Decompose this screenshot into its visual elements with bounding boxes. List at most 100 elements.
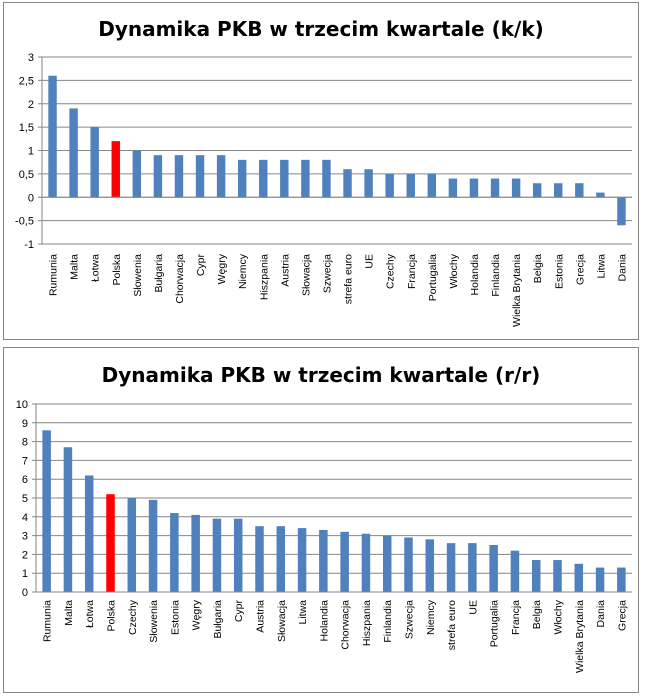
bar bbox=[319, 529, 328, 592]
bar bbox=[364, 169, 373, 198]
bar bbox=[361, 533, 371, 592]
x-tick-label: Węgry bbox=[216, 253, 228, 284]
y-tick-label: 7 bbox=[22, 455, 28, 467]
bar bbox=[617, 197, 626, 226]
bar bbox=[554, 183, 563, 198]
x-tick-label: Grecja bbox=[574, 254, 586, 285]
bar bbox=[385, 173, 394, 198]
x-tick-label: Francja bbox=[406, 254, 418, 289]
x-tick-label: Holandia bbox=[318, 600, 330, 642]
x-tick-label: Portugalia bbox=[489, 600, 501, 647]
x-tick-label: Holandia bbox=[469, 254, 481, 296]
x-tick-label: Węgry bbox=[191, 599, 203, 630]
bar bbox=[406, 173, 415, 198]
bar bbox=[468, 543, 477, 592]
x-tick-label: Słowacja bbox=[276, 600, 288, 642]
bar bbox=[216, 155, 226, 198]
x-tick-label: Słowenia bbox=[132, 254, 144, 297]
x-tick-label: Wielka Brytania bbox=[574, 600, 586, 673]
bar bbox=[84, 475, 94, 592]
y-tick-label: 1 bbox=[22, 568, 28, 580]
bar bbox=[322, 159, 331, 198]
x-tick-label: Włochy bbox=[448, 253, 460, 288]
bar bbox=[489, 545, 498, 592]
x-tick-label: Litwa bbox=[297, 600, 309, 625]
x-tick-label: Słowacja bbox=[300, 254, 312, 296]
bar bbox=[595, 567, 605, 592]
y-tick-label: 8 bbox=[22, 437, 28, 449]
bar bbox=[111, 141, 120, 198]
x-tick-label: Austria bbox=[279, 254, 291, 287]
chart-qoq: Dynamika PKB w trzecim kwartale (k/k) 3 2… bbox=[15, 17, 632, 327]
bar bbox=[195, 155, 205, 198]
x-tick-label: Łotwa bbox=[84, 600, 96, 628]
bar bbox=[382, 535, 392, 592]
chart-yoy: Dynamika PKB w trzecim kwartale (r/r) 10… bbox=[16, 363, 632, 673]
x-tick-label: Finlandia bbox=[382, 600, 394, 643]
bar bbox=[174, 155, 184, 198]
x-tick-label: Szwecja bbox=[404, 600, 416, 639]
x-tick-label: strefa euro bbox=[446, 600, 458, 650]
bar bbox=[425, 539, 435, 592]
bar bbox=[343, 169, 352, 198]
x-tick-label: Czechy bbox=[385, 253, 397, 289]
x-tick-label: Litwa bbox=[595, 254, 607, 279]
bar bbox=[280, 159, 289, 198]
x-tick-label: Bułgaria bbox=[153, 254, 165, 293]
bar bbox=[106, 494, 115, 592]
bar bbox=[297, 528, 307, 592]
bar bbox=[233, 518, 243, 592]
bar bbox=[255, 526, 264, 592]
bar bbox=[237, 159, 247, 198]
x-tick-label: Polska bbox=[106, 600, 118, 632]
x-tick-label: Polska bbox=[111, 254, 123, 286]
bar bbox=[259, 159, 268, 198]
chart-panel-qoq: Dynamika PKB w trzecim kwartale (k/k) 3 2… bbox=[3, 2, 639, 340]
x-tick-label: Łotwa bbox=[90, 254, 102, 282]
y-tick-label: -1 bbox=[24, 239, 34, 251]
bar bbox=[301, 159, 310, 198]
bar bbox=[69, 108, 78, 198]
bar bbox=[48, 75, 57, 198]
y-tick-label: 1,5 bbox=[19, 122, 34, 134]
x-tick-label: Belgia bbox=[532, 254, 544, 283]
y-tick-label: 2 bbox=[28, 99, 34, 111]
x-tick-label: Szwecja bbox=[321, 254, 333, 293]
x-tick-label: Belgia bbox=[531, 600, 543, 629]
x-tick-label: Słowenia bbox=[148, 600, 160, 643]
bar bbox=[427, 173, 437, 198]
x-tick-label: strefa euro bbox=[343, 254, 355, 304]
x-tick-label: Estonia bbox=[169, 600, 181, 635]
x-tick-label: UE bbox=[364, 254, 376, 269]
x-tick-label: Chorwacja bbox=[174, 254, 186, 304]
bar bbox=[212, 518, 222, 592]
y-tick-label: 0 bbox=[22, 587, 28, 599]
bar bbox=[531, 560, 541, 592]
x-tick-label: Malta bbox=[63, 600, 75, 626]
x-tick-label: Hiszpania bbox=[258, 254, 270, 300]
x-tick-label: Hiszpania bbox=[361, 600, 373, 646]
y-tick-label: 5 bbox=[22, 493, 28, 505]
x-tick-label: Rumunia bbox=[48, 254, 60, 296]
bar bbox=[553, 560, 562, 592]
bar bbox=[510, 550, 520, 592]
bar bbox=[63, 447, 73, 592]
bar bbox=[42, 430, 51, 592]
chart-panel-yoy: Dynamika PKB w trzecim kwartale (r/r) 10… bbox=[3, 347, 639, 693]
plot-area: 3 2,5 2 1,5 1 0,5 0 -0,5 -1 Rumunia Malta Łotwa Pols… bbox=[15, 52, 632, 327]
x-tick-label: Portugalia bbox=[427, 254, 439, 301]
bar bbox=[276, 526, 286, 592]
bar bbox=[574, 563, 584, 592]
y-tick-label: 6 bbox=[22, 474, 28, 486]
x-tick-label: Włochy bbox=[553, 599, 565, 634]
bar bbox=[596, 192, 605, 198]
bar bbox=[490, 178, 500, 198]
x-tick-label: Cypr bbox=[233, 599, 245, 622]
bar bbox=[153, 155, 163, 198]
y-tick-label: 1 bbox=[28, 146, 34, 158]
x-tick-label: Czechy bbox=[127, 599, 139, 635]
chart-title: Dynamika PKB w trzecim kwartale (r/r) bbox=[102, 363, 541, 387]
y-tick-label: 2,5 bbox=[19, 75, 34, 87]
y-tick-label: 10 bbox=[16, 399, 28, 411]
